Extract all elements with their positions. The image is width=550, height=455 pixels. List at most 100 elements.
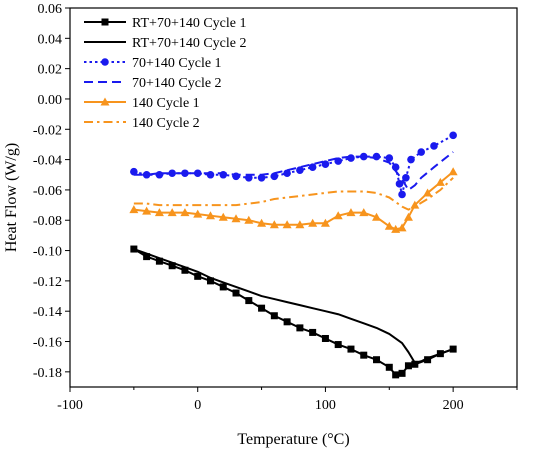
legend-marker — [101, 58, 109, 66]
data-point — [296, 166, 304, 175]
data-point — [219, 170, 228, 179]
y-tick-label: 0.04 — [38, 32, 63, 47]
data-point — [181, 169, 189, 178]
data-point — [449, 131, 457, 140]
data-point — [417, 148, 426, 156]
data-point — [403, 212, 413, 221]
data-point — [308, 218, 318, 227]
y-tick-label: -0.08 — [33, 214, 62, 229]
data-point — [129, 205, 139, 214]
data-point — [154, 208, 164, 217]
legend-label: 140 Cycle 1 — [132, 96, 200, 111]
data-point — [392, 371, 400, 379]
data-point — [258, 304, 266, 312]
legend-item: RT+70+140 Cycle 2 — [84, 36, 247, 51]
y-tick-label: -0.14 — [33, 305, 62, 320]
data-point — [296, 324, 304, 332]
data-point — [257, 173, 266, 182]
series-5 — [129, 167, 458, 233]
legend: RT+70+140 Cycle 1 RT+70+140 Cycle 2 70+140… — [84, 16, 247, 131]
legend-label: RT+70+140 Cycle 1 — [132, 16, 247, 31]
data-point — [404, 362, 412, 370]
data-point — [395, 180, 404, 188]
data-point — [402, 173, 410, 182]
legend-label: RT+70+140 Cycle 2 — [132, 36, 247, 51]
data-point — [219, 283, 227, 291]
legend-label: 70+140 Cycle 2 — [132, 76, 222, 91]
data-point — [155, 257, 163, 265]
y-tick-label: -0.18 — [33, 366, 62, 381]
data-point — [334, 341, 342, 349]
data-point — [397, 223, 407, 232]
legend-label: 70+140 Cycle 1 — [132, 56, 222, 71]
series-6 — [133, 177, 454, 211]
legend-marker — [100, 97, 110, 106]
data-point — [398, 369, 406, 377]
data-point — [167, 208, 177, 217]
data-point — [155, 170, 164, 179]
legend-label: 140 Cycle 2 — [132, 116, 200, 131]
y-tick-label: 0.00 — [38, 93, 63, 108]
data-point — [411, 360, 419, 368]
data-point — [283, 169, 291, 178]
data-point — [181, 266, 189, 274]
data-point — [193, 209, 203, 218]
data-point — [168, 262, 176, 270]
data-point — [347, 345, 355, 353]
x-tick-label: -100 — [57, 398, 83, 413]
data-point — [218, 212, 228, 221]
data-point — [384, 221, 394, 230]
data-point — [424, 356, 432, 364]
data-point — [372, 152, 381, 161]
y-tick-label: -0.16 — [33, 336, 62, 351]
data-point — [360, 351, 368, 359]
legend-item: 70+140 Cycle 2 — [84, 76, 222, 91]
data-point — [283, 318, 291, 326]
data-point — [231, 214, 241, 223]
data-point — [321, 334, 329, 342]
series-2 — [133, 248, 454, 364]
data-point — [257, 218, 267, 227]
data-point — [142, 170, 151, 179]
data-point — [295, 220, 305, 229]
data-point — [245, 173, 253, 182]
data-point — [309, 328, 317, 336]
data-point — [385, 363, 393, 371]
data-point — [347, 154, 355, 162]
data-point — [333, 211, 343, 220]
data-point — [346, 208, 356, 217]
x-axis-title: Temperature (°C) — [237, 431, 349, 448]
data-point — [308, 163, 317, 171]
series-1 — [130, 245, 457, 379]
data-point — [130, 245, 138, 253]
y-tick-label: -0.02 — [33, 123, 62, 138]
data-point — [372, 212, 382, 221]
data-point — [373, 356, 381, 364]
x-tick-label: 100 — [315, 398, 336, 413]
series-line — [133, 248, 454, 364]
series-line — [133, 151, 454, 191]
plot-frame — [69, 7, 518, 388]
data-point — [168, 169, 176, 178]
series-line — [133, 177, 454, 211]
y-tick-label: -0.10 — [33, 245, 62, 260]
legend-item: RT+70+140 Cycle 1 — [84, 16, 247, 31]
legend-marker — [101, 18, 109, 26]
data-point — [270, 172, 279, 181]
data-point — [130, 167, 138, 176]
data-point — [269, 220, 279, 229]
y-tick-label: 0.06 — [38, 2, 63, 17]
series-line — [133, 170, 454, 231]
series-line — [133, 134, 454, 196]
data-point — [423, 188, 433, 197]
data-point — [270, 312, 278, 320]
data-point — [435, 177, 445, 186]
data-point — [142, 206, 152, 215]
data-point — [359, 208, 369, 217]
data-point — [180, 208, 190, 217]
data-point — [321, 160, 330, 168]
data-point — [385, 154, 394, 162]
data-point — [407, 155, 415, 164]
data-point — [244, 215, 254, 224]
